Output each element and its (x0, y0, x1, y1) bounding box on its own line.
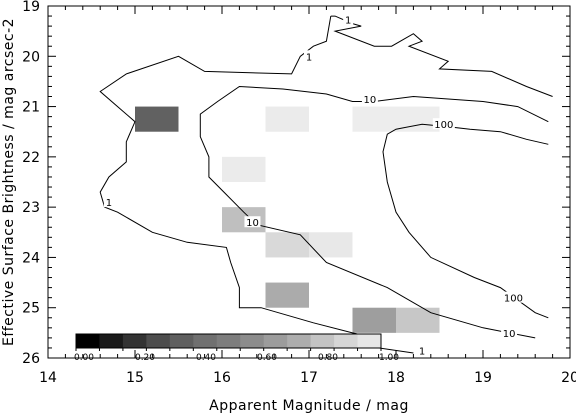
heatmap-cell (309, 232, 353, 258)
colorbar-step (216, 334, 241, 348)
contour-label-1-bg (343, 13, 354, 25)
y-tick-label: 22 (22, 150, 40, 166)
contour-label-100-bg (502, 291, 525, 303)
colorbar-step (99, 334, 124, 348)
contour-label-1-bg (304, 50, 314, 62)
contour-label-100: 100 (434, 120, 453, 131)
x-tick-label: 19 (474, 370, 492, 386)
contour-label-10: 10 (364, 95, 377, 106)
contour-label-1: 1 (306, 52, 312, 63)
heatmap-cell (265, 106, 309, 132)
heatmap-cell (135, 106, 179, 132)
colorbar-step (287, 334, 312, 348)
contour-label-1: 1 (106, 198, 112, 209)
colorbar-step (146, 334, 171, 348)
x-tick-label: 17 (300, 370, 318, 386)
colorbar: 0.00 0.20 0.40 0.60 0.80 1.00 (74, 333, 399, 363)
colorbar-step (169, 334, 194, 348)
x-tick-label: 18 (387, 370, 405, 386)
y-tick-label: 24 (22, 250, 40, 266)
contour-label-1: 1 (345, 16, 351, 27)
heatmap-cells (135, 106, 440, 333)
colorbar-step (334, 334, 359, 348)
heatmap-cell (265, 232, 309, 258)
x-tick-label: 15 (126, 370, 144, 386)
colorbar-step (122, 334, 147, 348)
colorbar-step (357, 334, 382, 348)
y-axis-label: Effective Surface Brightness / mag arcse… (1, 18, 17, 346)
heatmap-cell (222, 156, 266, 182)
colorbar-step (263, 334, 288, 348)
contour-label-10: 10 (246, 218, 259, 229)
contour-label-1-bg (103, 196, 114, 208)
heatmap-cell (352, 106, 396, 132)
contour-label-100: 100 (504, 294, 523, 305)
heatmap-cell (352, 307, 396, 333)
y-tick-label: 25 (22, 301, 40, 317)
contour-label-10-bg (501, 326, 518, 338)
y-tick-label: 19 (22, 0, 40, 15)
contour-label-100-bg (432, 118, 455, 130)
axis-ticks: 14 15 16 17 18 19 20 19 20 21 22 23 24 25 26 (22, 0, 576, 386)
contour-line-1 (330, 15, 553, 97)
contour-line-100 (382, 123, 549, 319)
contour-label-1: 1 (419, 346, 425, 357)
y-tick-label: 23 (22, 200, 40, 216)
contour-lines: 1 1 1 1 10 10 10 100 100 (99, 13, 553, 357)
contour-label-10-bg (361, 93, 378, 105)
heatmap-cell (396, 307, 440, 333)
heatmap-cell (265, 282, 309, 308)
y-tick-label: 21 (22, 100, 40, 116)
x-tick-label: 20 (561, 370, 576, 386)
colorbar-step (240, 334, 265, 348)
contour-label-1-bg (417, 344, 428, 356)
contour-label-10: 10 (503, 329, 516, 340)
colorbar-frame (75, 333, 382, 349)
contour-label-10-bg (244, 216, 261, 228)
contour-line-1 (99, 16, 414, 354)
colorbar-step (310, 334, 335, 348)
y-tick-label: 20 (22, 49, 40, 65)
contour-line-10 (199, 85, 549, 339)
x-tick-label: 16 (213, 370, 231, 386)
y-tick-label: 26 (22, 351, 40, 367)
colorbar-step (193, 334, 218, 348)
colorbar-step (76, 334, 100, 348)
x-axis-label: Apparent Magnitude / mag (209, 398, 409, 414)
x-tick-label: 14 (39, 370, 57, 386)
